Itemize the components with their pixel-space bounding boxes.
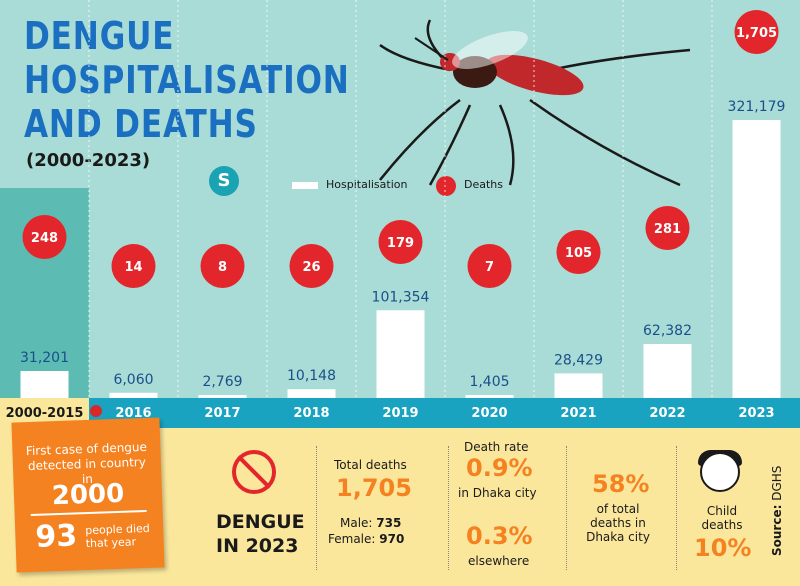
- child-deaths-value: 10%: [694, 534, 752, 562]
- legend-hospitalisation-swatch: [292, 182, 318, 189]
- death-label: 26: [302, 260, 320, 275]
- year-label: 2022: [649, 406, 685, 421]
- child-deaths-label: Child deaths: [701, 504, 743, 532]
- hospitalisation-label: 6,060: [113, 372, 153, 388]
- divider: [566, 446, 567, 570]
- source-credit: Source: DGHS: [770, 465, 784, 556]
- hospitalisation-bar: [465, 395, 514, 398]
- death-label: 248: [31, 231, 58, 246]
- first-case-note: First case of dengue detected in country…: [11, 417, 165, 573]
- hospitalisation-bar: [20, 370, 69, 398]
- death-label: 179: [387, 236, 414, 251]
- chart-title: DENGUE HOSPITALISATION AND DEATHS: [24, 14, 350, 146]
- hospitalisation-label: 321,179: [728, 99, 786, 115]
- legend-hospitalisation-label: Hospitalisation: [326, 178, 408, 191]
- dengue-2023-heading: DENGUE IN 2023: [216, 511, 305, 557]
- year-label: 2020: [471, 406, 507, 421]
- first-year-deaths: 93: [34, 518, 78, 555]
- hospitalisation-bar: [198, 395, 247, 398]
- years-range: (2000-2023): [26, 150, 151, 171]
- publisher-logo: S: [209, 166, 239, 196]
- bar-chart: 31,201 248 2000-2015 6,060 14 2016 2,769 8 2017 1…: [0, 0, 800, 428]
- dhaka-share-note: of total deaths in Dhaka city: [586, 502, 650, 544]
- year-label: 2018: [293, 406, 329, 421]
- death-label: 8: [218, 260, 227, 275]
- hospitalisation-label: 28,429: [554, 352, 603, 368]
- elsewhere-death-rate-note: elsewhere: [468, 554, 530, 568]
- total-deaths-value: 1,705: [336, 474, 412, 502]
- death-circle: [734, 10, 779, 54]
- pin-icon: [90, 405, 102, 417]
- male-deaths: Male: 735: [340, 516, 402, 530]
- death-circle: [22, 215, 67, 259]
- first-year-deaths-note: people died that year: [85, 521, 151, 551]
- year-label: 2017: [204, 406, 240, 421]
- death-circle: [200, 244, 245, 288]
- year-label: 2016: [115, 406, 151, 421]
- elsewhere-death-rate: 0.3%: [466, 522, 533, 550]
- year-label: 2000-2015: [6, 406, 84, 421]
- hospitalisation-label: 1,405: [469, 374, 509, 390]
- legend-deaths-label: Deaths: [464, 178, 503, 191]
- hospitalisation-bar: [554, 373, 603, 398]
- death-circle: [289, 244, 334, 288]
- hospitalisation-label: 10,148: [287, 368, 336, 384]
- dhaka-death-rate: 0.9%: [466, 454, 533, 482]
- total-deaths-label: Total deaths: [334, 458, 407, 472]
- death-rate-label: Death rate: [464, 440, 529, 454]
- hospitalisation-bar: [109, 392, 158, 398]
- death-circle: [556, 230, 601, 274]
- hospitalisation-bar: [376, 310, 425, 398]
- death-circle: [111, 244, 156, 288]
- hospitalisation-label: 2,769: [202, 374, 242, 390]
- hospitalisation-bar: [732, 120, 781, 398]
- first-case-year: 2000: [51, 478, 125, 512]
- female-deaths: Female: 970: [328, 532, 405, 546]
- hospitalisation-label: 62,382: [643, 323, 692, 339]
- divider: [316, 446, 317, 570]
- hospitalisation-label: 31,201: [20, 350, 69, 366]
- child-face-icon: [700, 452, 740, 492]
- dhaka-share-value: 58%: [592, 470, 650, 498]
- hospitalisation-label: 101,354: [372, 289, 430, 305]
- death-label: 105: [565, 246, 592, 261]
- death-label: 14: [124, 260, 142, 275]
- year-label: 2023: [738, 406, 774, 421]
- death-label: 281: [654, 222, 681, 237]
- death-label: 7: [485, 260, 494, 275]
- legend-deaths-swatch: [436, 176, 456, 196]
- no-mosquito-icon: [232, 450, 276, 494]
- divider: [448, 446, 449, 570]
- divider: [676, 446, 677, 570]
- year-label: 2021: [560, 406, 596, 421]
- dhaka-death-rate-note: in Dhaka city: [458, 486, 537, 500]
- mosquito-icon: [379, 19, 691, 187]
- death-label: 1,705: [736, 26, 777, 41]
- year-label: 2019: [382, 406, 418, 421]
- death-circle: [467, 244, 512, 288]
- hospitalisation-bar: [643, 344, 692, 398]
- death-circle: [378, 220, 423, 264]
- death-circle: [645, 206, 690, 250]
- hospitalisation-bar: [287, 389, 336, 398]
